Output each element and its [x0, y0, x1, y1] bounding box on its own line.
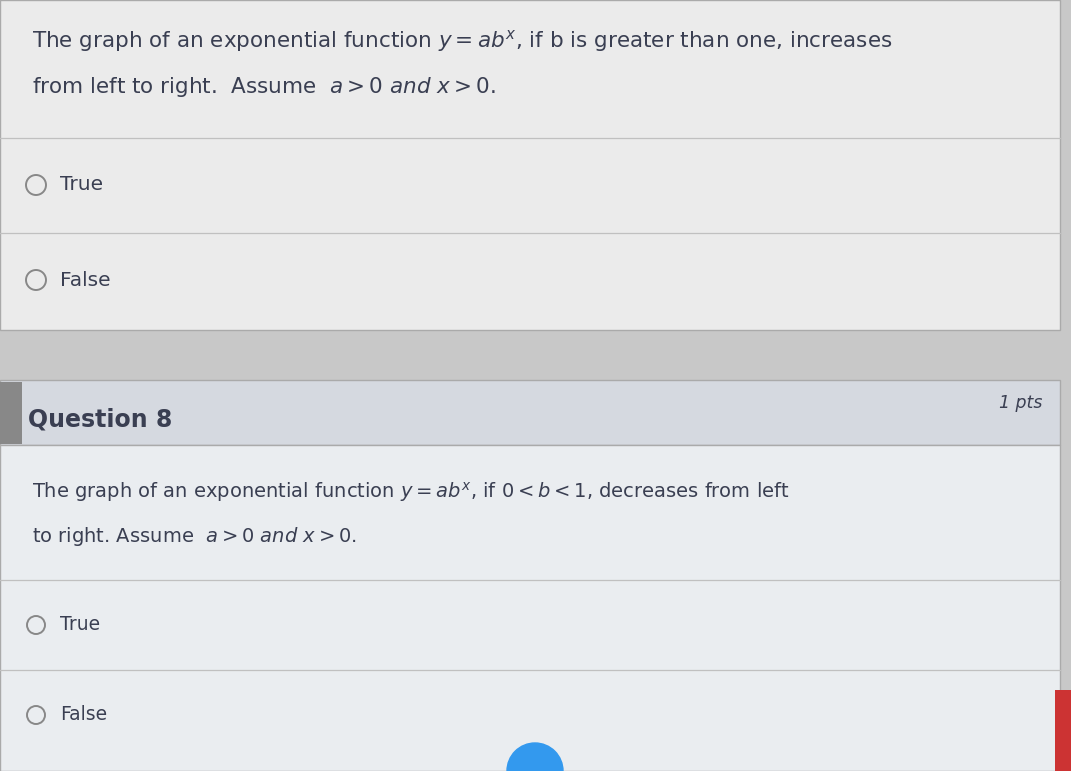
Text: False: False [60, 271, 110, 289]
Circle shape [507, 743, 563, 771]
FancyBboxPatch shape [0, 0, 1060, 330]
FancyBboxPatch shape [0, 445, 1060, 771]
Text: 1 pts: 1 pts [998, 394, 1042, 412]
Text: Question 8: Question 8 [28, 407, 172, 431]
Text: The graph of an exponential function $y = ab^x$, if $0 < b < 1$, decreases from : The graph of an exponential function $y … [32, 480, 789, 504]
Text: The graph of an exponential function $y = ab^x$, if b is greater than one, incre: The graph of an exponential function $y … [32, 28, 892, 54]
Text: True: True [60, 176, 103, 194]
Text: from left to right.  Assume  $a > 0$ $and$ $x > 0$.: from left to right. Assume $a > 0$ $and$… [32, 75, 496, 99]
Text: False: False [60, 705, 107, 725]
FancyBboxPatch shape [0, 380, 1060, 445]
Text: to right. Assume  $a > 0$ $and$ $x > 0$.: to right. Assume $a > 0$ $and$ $x > 0$. [32, 525, 357, 548]
FancyBboxPatch shape [0, 382, 22, 444]
FancyBboxPatch shape [1055, 690, 1071, 771]
Text: True: True [60, 615, 100, 635]
